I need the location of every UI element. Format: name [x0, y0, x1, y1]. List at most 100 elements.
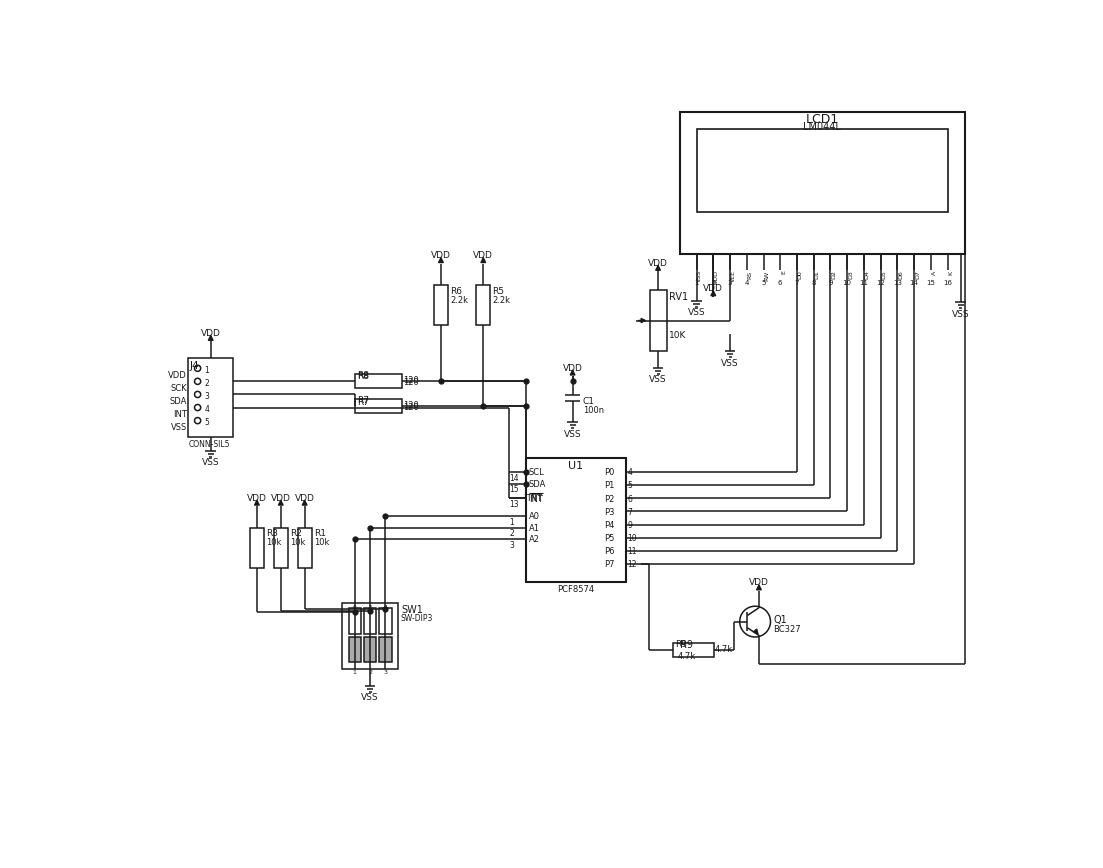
Text: 4.7k: 4.7k [677, 653, 696, 661]
Text: VDD: VDD [431, 251, 451, 260]
Text: SW-DIP3: SW-DIP3 [400, 614, 433, 623]
Text: R9: R9 [675, 640, 687, 649]
Bar [379, 637, 392, 661]
Text: P0: P0 [604, 469, 614, 477]
Text: D6: D6 [898, 271, 903, 279]
Text: RW: RW [764, 271, 769, 280]
Text: 1: 1 [353, 670, 356, 675]
Text: 9: 9 [628, 521, 632, 529]
Text: VSS: VSS [721, 359, 739, 368]
Text: 120: 120 [404, 376, 419, 385]
Text: VDD: VDD [201, 329, 221, 338]
Text: VDD: VDD [749, 578, 769, 588]
Text: 5: 5 [628, 482, 632, 490]
Text: VDD: VDD [168, 371, 186, 379]
Text: P6: P6 [604, 547, 614, 556]
Text: 6: 6 [628, 495, 632, 503]
Text: R5: R5 [493, 286, 504, 296]
Text: D1: D1 [814, 271, 820, 279]
Text: R6: R6 [450, 286, 462, 296]
Text: VSS: VSS [171, 423, 186, 432]
Text: PCF8574: PCF8574 [557, 585, 595, 594]
Text: 10K: 10K [668, 331, 686, 339]
Text: 7: 7 [795, 280, 800, 286]
Text: Q1: Q1 [773, 615, 788, 626]
Text: 10k: 10k [290, 538, 306, 548]
Text: P3: P3 [604, 508, 614, 516]
Text: 3: 3 [384, 670, 387, 675]
Bar [679, 112, 964, 254]
Bar [526, 458, 625, 582]
Text: A2: A2 [528, 536, 539, 544]
Text: 14: 14 [510, 474, 520, 483]
Text: 5: 5 [368, 605, 372, 609]
Text: R8: R8 [357, 371, 370, 379]
Text: VSS: VSS [688, 308, 706, 317]
Text: A1: A1 [528, 523, 539, 533]
Text: VEE: VEE [731, 271, 736, 282]
Text: 8: 8 [812, 280, 816, 286]
Text: R9: R9 [679, 640, 693, 650]
Text: 4: 4 [628, 469, 632, 477]
Text: 6: 6 [778, 280, 782, 286]
Text: 2: 2 [711, 280, 716, 286]
Text: 120: 120 [404, 401, 419, 411]
Text: 10: 10 [843, 280, 852, 286]
Text: VDD: VDD [563, 364, 582, 372]
Text: RV1: RV1 [668, 292, 688, 302]
Text: VDD: VDD [247, 494, 267, 503]
Text: VSS: VSS [952, 310, 970, 319]
Text: INT: INT [528, 496, 543, 504]
Text: R7: R7 [357, 396, 370, 405]
Text: E: E [781, 271, 786, 274]
Text: 16: 16 [943, 280, 952, 286]
Text: VDD: VDD [649, 259, 668, 268]
Text: 9: 9 [828, 280, 833, 286]
Text: 5: 5 [761, 280, 765, 286]
Text: P4: P4 [604, 521, 614, 529]
Bar [697, 128, 947, 212]
Bar [349, 608, 361, 634]
Bar [476, 285, 490, 326]
Text: ̅I̅N̅T̅: ̅I̅N̅T̅ [528, 494, 543, 503]
Text: 1: 1 [204, 366, 210, 375]
Text: VDD: VDD [295, 494, 314, 503]
Text: 120: 120 [404, 378, 419, 386]
Text: 100n: 100n [582, 406, 603, 415]
Bar [433, 285, 448, 326]
Text: R3: R3 [266, 529, 278, 538]
Text: 10: 10 [628, 534, 636, 542]
Text: 4: 4 [204, 405, 210, 414]
Text: 13: 13 [893, 280, 902, 286]
Text: 1: 1 [694, 280, 699, 286]
Text: A0: A0 [528, 512, 539, 522]
Text: D2: D2 [832, 271, 836, 279]
Text: CONN-SIL5: CONN-SIL5 [189, 440, 229, 449]
Text: 2: 2 [368, 670, 372, 675]
Bar [650, 291, 666, 351]
Text: VDD: VDD [473, 251, 493, 260]
Text: VDD: VDD [271, 494, 291, 503]
Text: D0: D0 [797, 271, 803, 279]
Text: VSS: VSS [202, 458, 219, 467]
Bar [355, 373, 401, 387]
Text: 120: 120 [404, 403, 419, 412]
Text: 4: 4 [745, 280, 749, 286]
Text: 11: 11 [628, 547, 636, 556]
Text: 4: 4 [384, 605, 387, 609]
Bar [364, 637, 376, 661]
Text: SCK: SCK [170, 384, 186, 392]
Text: 13: 13 [510, 500, 520, 509]
Text: SDA: SDA [528, 480, 546, 489]
Text: 12: 12 [876, 280, 885, 286]
Text: 12: 12 [628, 560, 636, 569]
Text: P1: P1 [604, 482, 614, 490]
Bar [379, 608, 392, 634]
Text: LCD1: LCD1 [805, 114, 838, 127]
Text: SCL: SCL [528, 469, 545, 477]
Bar [355, 399, 401, 413]
Text: 3: 3 [204, 392, 210, 401]
Bar [342, 603, 398, 668]
Text: D7: D7 [914, 271, 920, 279]
Text: D4: D4 [865, 271, 869, 279]
